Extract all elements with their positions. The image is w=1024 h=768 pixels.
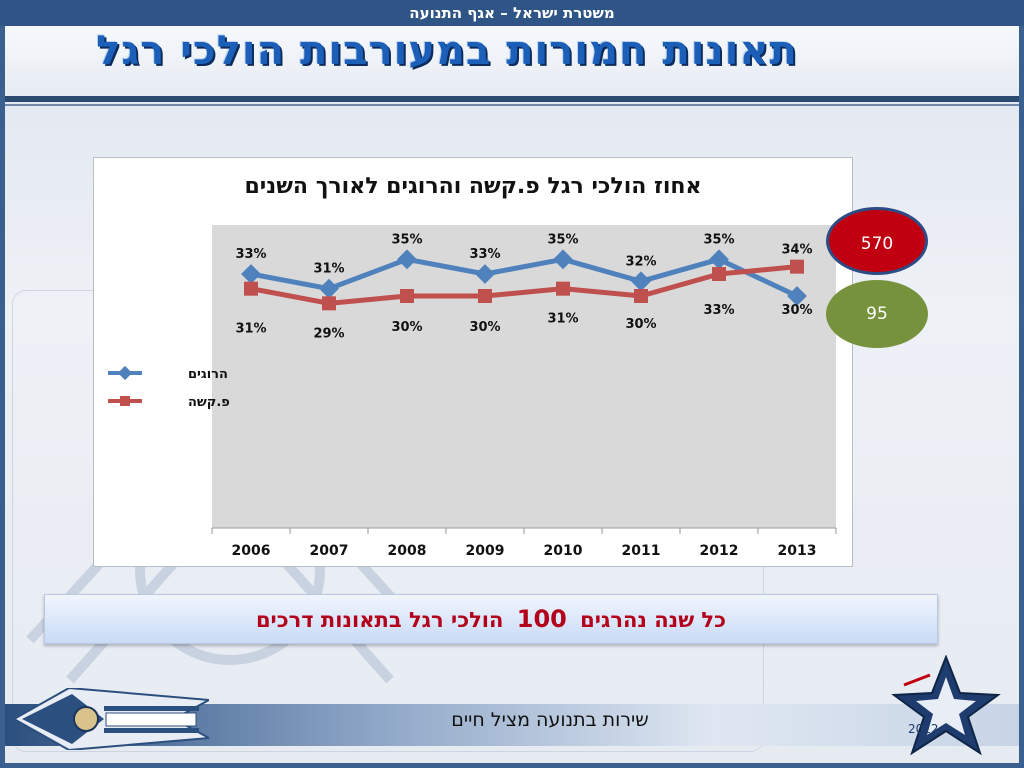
data-label: 35% (703, 232, 734, 247)
series-severe-line (250, 264, 798, 306)
series-severe-marker (400, 289, 414, 303)
chart-panel: אחוז הולכי רגל פ.קשה והרוגים לאורך השנים… (93, 157, 853, 567)
legend-marker (117, 365, 133, 381)
series-killed-marker (787, 286, 807, 306)
title-divider (5, 96, 1019, 102)
year-star-logo: 2012 (891, 655, 1001, 755)
data-label: 30% (625, 317, 656, 332)
x-tick-label: 2012 (700, 543, 739, 559)
series-severe-marker (322, 296, 336, 311)
series-severe-marker (634, 289, 648, 303)
org-header: משטרת ישראל – אגף התנועה (0, 0, 1024, 26)
data-label: 33% (469, 247, 500, 262)
x-tick-label: 2010 (544, 543, 583, 559)
logo-year: 2012 (908, 722, 939, 736)
legend-label: פ.קשה (188, 395, 230, 410)
banner-text-start: כל שנה נהרגים (580, 608, 727, 632)
data-label: 30% (781, 303, 812, 318)
stat-banner: כל שנה נהרגים 100 הולכי רגל בתאונות דרכי… (44, 594, 938, 644)
title-divider-thin (5, 104, 1019, 106)
x-tick-label: 2013 (778, 543, 817, 559)
x-tick-label: 2011 (622, 543, 661, 559)
banner-number: 100 (516, 605, 567, 633)
series-killed-line (250, 256, 799, 299)
chart-title: אחוז הולכי רגל פ.קשה והרוגים לאורך השנים (244, 174, 702, 199)
data-label: 32% (625, 254, 656, 269)
legend-marker (120, 396, 130, 406)
data-label: 33% (235, 247, 266, 262)
severe-count-bubble: 95 (826, 280, 928, 348)
title-area (5, 26, 1019, 96)
data-label: 29% (313, 326, 344, 341)
data-label: 31% (313, 262, 344, 277)
x-tick-label: 2009 (466, 543, 505, 559)
data-label: 33% (703, 303, 734, 318)
series-severe-marker (556, 281, 570, 296)
data-label: 31% (547, 312, 578, 327)
x-tick-label: 2006 (232, 543, 271, 559)
series-severe-marker (712, 267, 726, 281)
page-title: תאונות חמורות במעורבות הולכי רגל (96, 28, 798, 74)
x-tick-label: 2007 (310, 543, 349, 559)
series-killed-marker (397, 249, 417, 270)
legend-label: הרוגים (188, 367, 228, 382)
data-label: 35% (547, 232, 578, 247)
data-label: 31% (235, 322, 266, 337)
series-killed-marker (475, 264, 495, 284)
series-killed-marker (241, 264, 261, 284)
series-severe-marker (478, 289, 492, 303)
plot-area (212, 225, 836, 528)
traffic-police-logo (14, 688, 209, 750)
data-label: 30% (469, 320, 500, 335)
line-chart: 2006 2007 2008 2009 2010 2011 2012 2013 33% 31% 35… (108, 225, 837, 559)
footer-slogan: שירות בתנועה מציל חיים (451, 709, 649, 731)
series-severe-marker (790, 259, 804, 274)
data-label: 34% (781, 243, 812, 258)
data-label: 35% (391, 232, 422, 247)
x-tick-label: 2008 (388, 543, 427, 559)
series-severe-marker (244, 281, 258, 296)
banner-text-end: הולכי רגל בתאונות דרכים (255, 608, 504, 632)
data-label: 30% (391, 320, 422, 335)
killed-count-bubble: 570 (826, 207, 928, 275)
